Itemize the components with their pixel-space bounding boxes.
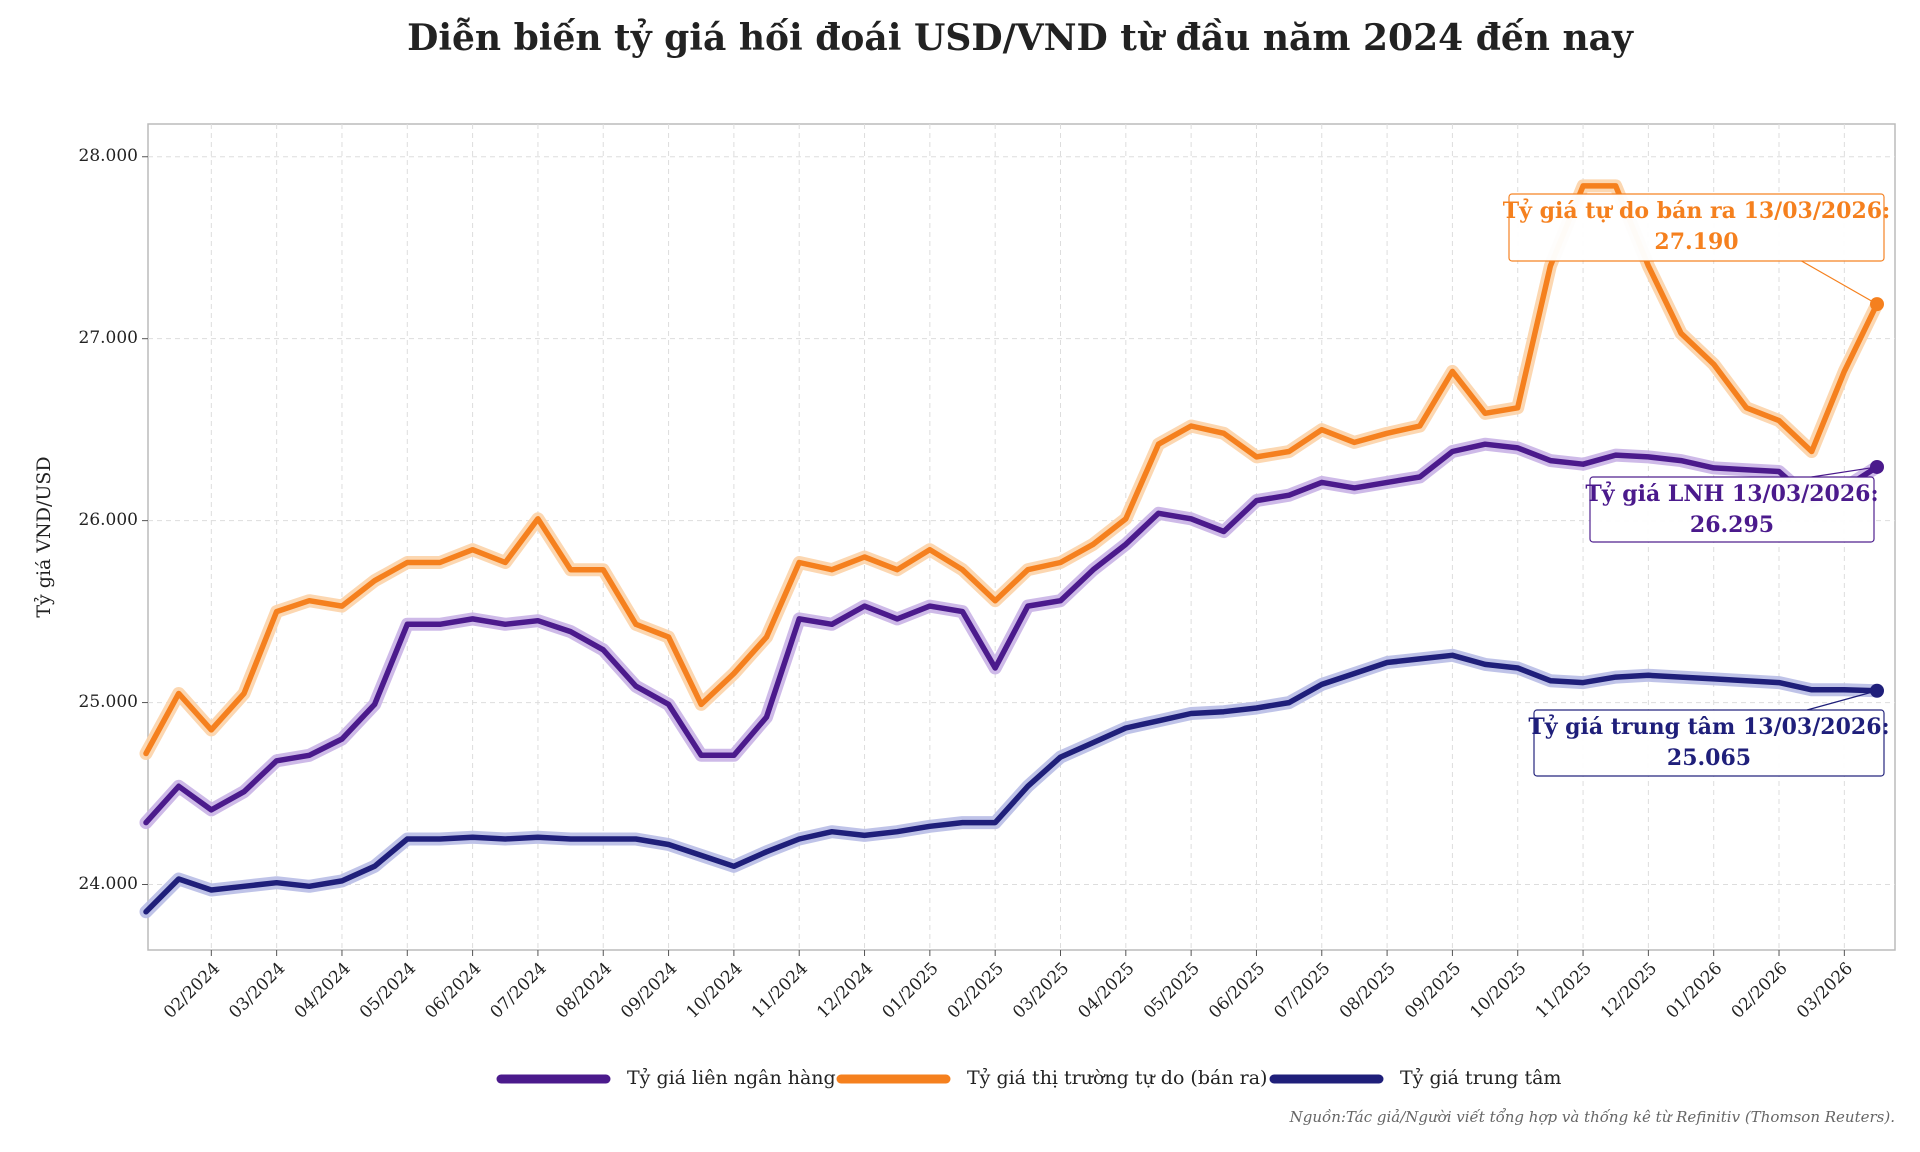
x-tick-label: 07/2024 [487,959,551,1023]
annotation-box [1589,476,1875,543]
annotation-leader [1806,690,1878,711]
annotation-text: Tỷ giá tự do bán ra 13/03/2026: [1503,198,1890,224]
annotation-leader [1811,466,1878,478]
y-tick-label: 25.000 [79,692,138,712]
line [143,441,1880,826]
annotation-text: Tỷ giá LNH 13/03/2026: [1585,481,1878,507]
line [143,183,1880,757]
plot-frame [147,123,1896,951]
x-tick-label: 06/2025 [1205,959,1269,1023]
x-tick-label: 03/2024 [225,959,289,1023]
x-tick-label: 08/2025 [1336,959,1400,1023]
x-tick-label: 12/2025 [1597,959,1661,1023]
chart-title: Diễn biến tỷ giá hối đoái USD/VND từ đầu… [407,17,1634,59]
end-point [1870,459,1884,474]
x-tick-label: 02/2026 [1728,959,1792,1023]
annotation-text: 27.190 [1654,229,1738,255]
x-tick-label: 05/2025 [1140,959,1204,1023]
x-tick-label: 02/2024 [160,959,224,1023]
x-tick-label: 04/2024 [291,959,355,1023]
line-halo [139,179,1884,760]
legend-label: Tỷ giá thị trường tự do (bán ra) [967,1067,1267,1089]
legend-label: Tỷ giá liên ngân hàng [627,1067,836,1089]
annotation-text: 26.295 [1690,512,1774,538]
y-tick-label: 26.000 [79,510,138,530]
line-halo [139,648,1884,919]
x-tick-label: 09/2024 [617,959,681,1023]
y-tick-label: 27.000 [79,328,138,348]
x-tick-label: 05/2024 [356,959,420,1023]
x-tick-label: 10/2024 [683,959,747,1023]
y-tick-label: 24.000 [79,874,138,894]
x-tick-label: 03/2025 [1009,959,1073,1023]
annotation-text: Tỷ giá trung tâm 13/03/2026: [1528,714,1889,740]
annotation-leader [1801,260,1878,305]
x-tick-label: 01/2025 [878,959,942,1023]
x-tick-label: 12/2024 [813,959,877,1023]
annotation-box [1508,193,1885,262]
annotation-box [1533,709,1885,777]
x-tick-label: 02/2025 [944,959,1008,1023]
x-tick-label: 03/2026 [1793,959,1857,1023]
annotation-text: 25.065 [1667,745,1751,771]
end-point [1870,297,1884,312]
source-note: Nguồn:Tác giả/Người viết tổng hợp và thố… [1289,1108,1895,1126]
line [143,652,1880,915]
x-tick-label: 09/2025 [1401,959,1465,1023]
x-tick-label: 08/2024 [552,959,616,1023]
legend-label: Tỷ giá trung tâm [1400,1067,1561,1089]
x-tick-label: 06/2024 [421,959,485,1023]
y-tick-label: 28.000 [79,146,138,166]
end-point [1870,683,1884,698]
y-axis-label: Tỷ giá VND/USD [33,456,55,617]
x-tick-label: 11/2025 [1532,959,1596,1023]
x-tick-label: 07/2025 [1270,959,1334,1023]
x-tick-label: 11/2024 [748,959,812,1023]
x-tick-label: 01/2026 [1662,959,1726,1023]
x-tick-label: 04/2025 [1074,959,1138,1023]
x-tick-label: 10/2025 [1466,959,1530,1023]
